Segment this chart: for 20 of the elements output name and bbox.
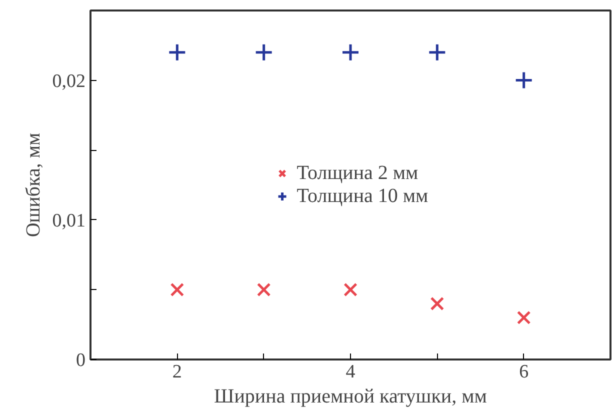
x-tick-label: 2 xyxy=(172,362,182,382)
y-tick-label: 0,01 xyxy=(52,210,86,232)
point xyxy=(516,310,531,325)
point xyxy=(256,282,271,297)
point xyxy=(341,43,360,62)
legend-label: Толщина 10 мм xyxy=(296,184,428,208)
point xyxy=(430,296,444,311)
x-axis-title: Ширина приемной катушки, мм xyxy=(214,386,488,408)
x-tick-label: 4 xyxy=(346,362,356,382)
point xyxy=(170,282,184,297)
y-axis-title: Ошибка, мм xyxy=(22,132,44,238)
y-tick-label: 0 xyxy=(76,350,86,371)
point xyxy=(344,282,358,297)
legend-label: Толщина 2 мм xyxy=(296,162,418,184)
x-tick-label: 6 xyxy=(519,362,529,382)
point xyxy=(514,71,534,90)
point xyxy=(428,43,446,62)
point xyxy=(254,43,274,62)
y-tick-label: 0,02 xyxy=(52,70,86,92)
point xyxy=(168,43,186,62)
